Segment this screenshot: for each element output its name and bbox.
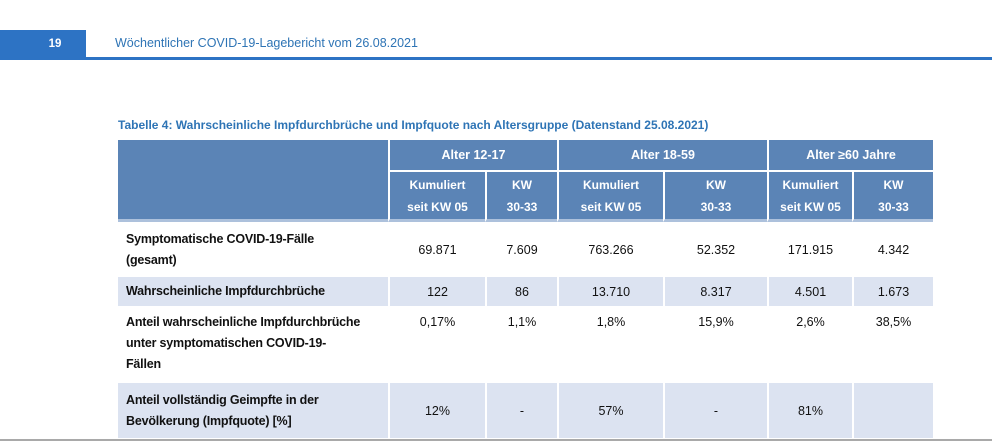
value-cell: 38,5% xyxy=(852,306,933,383)
row-label: Wahrscheinliche Impfdurchbrüche xyxy=(118,277,388,306)
group-header-alter-60plus: Alter ≥60 Jahre xyxy=(767,140,934,172)
row-label-line: Symptomatische COVID-19-Fälle xyxy=(126,231,315,246)
value-cell: 763.266 xyxy=(557,222,663,277)
page-number-badge: 19 xyxy=(0,30,86,58)
row-label-line: Fällen xyxy=(126,357,161,371)
value-cell: 1,1% xyxy=(485,306,557,383)
value-cell: - xyxy=(485,383,557,438)
row-label-line: Anteil wahrscheinliche Impfdurchbrüche xyxy=(126,315,361,329)
sub-header-row: Kumuliert seit KW 05 KW 30-33 Kumuliert … xyxy=(118,172,934,222)
value-cell: 57% xyxy=(557,383,663,438)
row-label: Anteil wahrscheinliche Impfdurchbrüche u… xyxy=(118,306,388,383)
value-cell: 7.609 xyxy=(485,222,557,277)
row-label-line: Wahrscheinliche Impfdurchbrüche xyxy=(126,284,325,298)
subheader-line: Kumuliert xyxy=(582,177,639,192)
report-header-title: Wöchentlicher COVID-19-Lagebericht vom 2… xyxy=(115,36,418,50)
row-label-line: Bevölkerung (Impfquote) [%] xyxy=(126,413,292,428)
value-cell: 2,6% xyxy=(767,306,852,383)
value-cell: 15,9% xyxy=(663,306,767,383)
subheader-kw-12-17: KW 30-33 xyxy=(485,172,557,222)
row-label-line: unter symptomatischen COVID-19- xyxy=(126,336,327,350)
value-cell: 171.915 xyxy=(767,222,852,277)
header-divider xyxy=(0,57,992,60)
value-cell: 4.342 xyxy=(852,222,933,277)
value-cell: 0,17% xyxy=(388,306,485,383)
row-label-line: (gesamt) xyxy=(126,252,177,267)
value-cell: 1.673 xyxy=(852,277,934,306)
group-header-row: Alter 12-17 Alter 18-59 Alter ≥60 Jahre xyxy=(118,140,934,222)
table-row-anteil-impfdurchbrueche: Anteil wahrscheinliche Impfdurchbrüche u… xyxy=(118,306,933,383)
table-title: Tabelle 4: Wahrscheinliche Impfdurchbrüc… xyxy=(118,118,709,132)
subheader-line: seit KW 05 xyxy=(407,199,468,214)
subheader-line: seit KW 05 xyxy=(780,199,841,214)
group-header-alter-12-17: Alter 12-17 xyxy=(388,140,557,172)
value-cell: 1,8% xyxy=(557,306,663,383)
subheader-kumuliert-60plus: Kumuliert seit KW 05 xyxy=(767,172,852,222)
subheader-line: 30-33 xyxy=(506,199,538,214)
value-cell: 13.710 xyxy=(557,277,663,306)
value-cell: 81% xyxy=(767,383,852,438)
subheader-line: seit KW 05 xyxy=(580,199,642,214)
subheader-line: KW xyxy=(883,177,904,192)
group-header-alter-18-59: Alter 18-59 xyxy=(557,140,767,172)
subheader-line: KW xyxy=(512,177,532,192)
value-cell: - xyxy=(663,383,767,438)
value-cell: 52.352 xyxy=(663,222,767,277)
subheader-kumuliert-12-17: Kumuliert seit KW 05 xyxy=(388,172,485,222)
corner-header-cell xyxy=(118,140,388,222)
table-row-impfquote: Anteil vollständig Geimpfte in der Bevöl… xyxy=(118,383,934,438)
row-label: Anteil vollständig Geimpfte in der Bevöl… xyxy=(118,383,388,438)
value-cell: 4.501 xyxy=(767,277,852,306)
value-cell: 8.317 xyxy=(663,277,767,306)
subheader-kw-60plus: KW 30-33 xyxy=(852,172,934,222)
value-cell: 12% xyxy=(388,383,485,438)
value-cell: 69.871 xyxy=(388,222,485,277)
subheader-line: Kumuliert xyxy=(409,177,466,192)
value-cell xyxy=(852,383,934,438)
subheader-kumuliert-18-59: Kumuliert seit KW 05 xyxy=(557,172,663,222)
table-row-symptomatische-faelle: Symptomatische COVID-19-Fälle (gesamt) 6… xyxy=(118,222,933,277)
impfdurchbrueche-table: Alter 12-17 Alter 18-59 Alter ≥60 Jahre … xyxy=(118,140,934,438)
subheader-line: 30-33 xyxy=(878,199,909,214)
value-cell: 122 xyxy=(388,277,485,306)
subheader-line: Kumuliert xyxy=(782,177,839,192)
subheader-kw-18-59: KW 30-33 xyxy=(663,172,767,222)
value-cell: 86 xyxy=(485,277,557,306)
subheader-line: KW xyxy=(706,177,726,192)
row-label: Symptomatische COVID-19-Fälle (gesamt) xyxy=(118,222,388,277)
subheader-line: 30-33 xyxy=(700,199,732,214)
row-label-line: Anteil vollständig Geimpfte in der xyxy=(126,392,319,407)
table-row-wahrscheinliche-impfdurchbrueche: Wahrscheinliche Impfdurchbrüche 122 86 1… xyxy=(118,277,934,306)
page-bottom-edge xyxy=(0,439,992,441)
